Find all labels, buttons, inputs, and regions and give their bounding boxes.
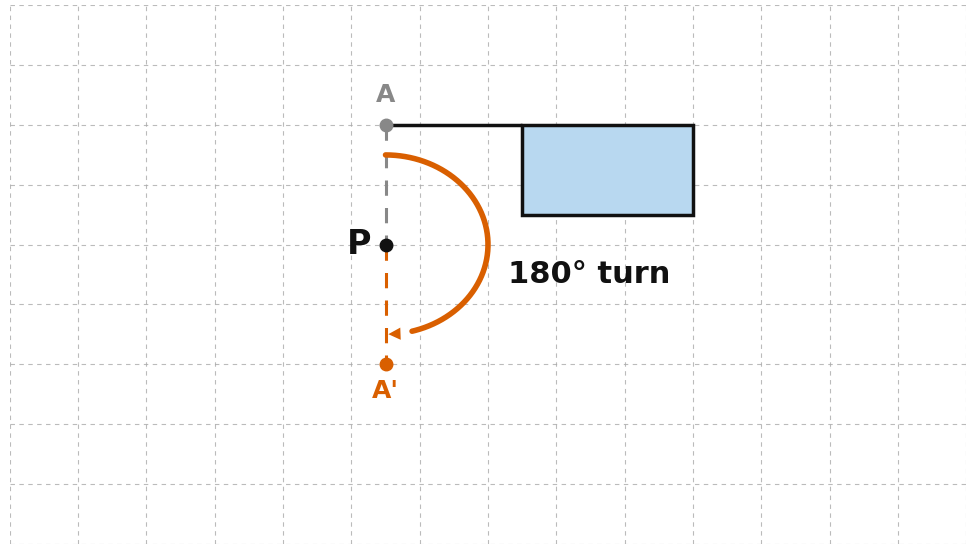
Text: A: A: [376, 83, 395, 107]
Bar: [522, 125, 693, 215]
Text: P: P: [347, 228, 372, 261]
Text: A': A': [372, 379, 399, 403]
Text: 180° turn: 180° turn: [508, 260, 671, 289]
